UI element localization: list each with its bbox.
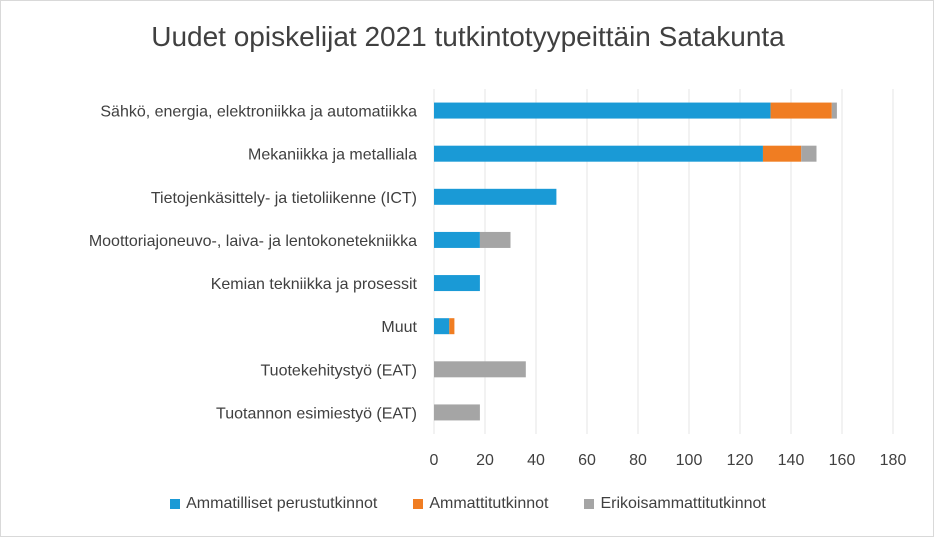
bar-segment [770,102,832,119]
legend-item: Ammatilliset perustutkinnot [170,495,377,513]
bar-segment [434,361,526,378]
x-tick-label: 180 [880,452,907,469]
bar-segment [434,145,763,162]
bar-segment [762,145,802,162]
x-tick-label: 100 [676,452,703,469]
legend: Ammatilliset perustutkinnot Ammattitutkin… [1,495,934,513]
x-tick-label: 80 [629,452,647,469]
x-tick-label: 140 [778,452,805,469]
legend-label: Erikoisammattitutkinnot [600,495,766,512]
bar-segment [434,404,480,421]
category-label: Tuotannon esimiestyö (EAT) [216,405,417,422]
bar-segment [434,102,771,119]
legend-label: Ammattitutkinnot [429,495,549,512]
bar-segment [434,188,557,205]
x-tick-label: 60 [578,452,596,469]
category-label: Tuotekehitystyö (EAT) [261,362,418,379]
category-label: Muut [381,319,417,336]
bar-segment [434,318,450,335]
bar-segment [479,231,511,248]
x-tick-label: 40 [527,452,545,469]
bar-segment [449,318,455,335]
bar-segment [434,231,480,248]
category-label: Kemian tekniikka ja prosessit [211,276,418,293]
category-label: Mekaniikka ja metalliala [248,147,417,164]
legend-item: Ammattitutkinnot [413,495,548,513]
legend-swatch [584,499,595,509]
chart-title: Uudet opiskelijat 2021 tutkintotyypeittä… [151,21,785,52]
bar-segment [801,145,817,162]
bar-segment [831,102,837,119]
bar-segment [434,275,480,292]
legend-swatch [170,499,181,509]
category-label: Sähkö, energia, elektroniikka ja automat… [100,104,417,121]
x-tick-label: 120 [727,452,754,469]
legend-item: Erikoisammattitutkinnot [584,495,766,513]
x-tick-label: 20 [476,452,494,469]
category-label: Moottoriajoneuvo-, laiva- ja lentokonete… [89,233,417,250]
legend-label: Ammatilliset perustutkinnot [186,495,378,512]
x-tick-label: 160 [829,452,856,469]
legend-swatch [413,499,424,509]
category-label: Tietojenkäsittely- ja tietoliikenne (ICT… [151,190,417,207]
x-tick-label: 0 [430,452,439,469]
